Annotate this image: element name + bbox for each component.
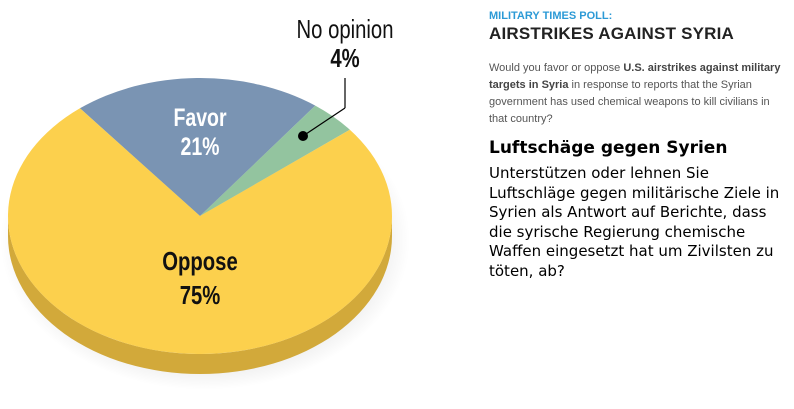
pie-slice-oppose xyxy=(8,108,393,355)
oppose-label: Oppose 75% xyxy=(149,244,250,312)
no-opinion-label: No opinion 4% xyxy=(287,14,404,74)
pie-slice-no-opinion xyxy=(200,105,350,216)
poll-headline: AIRSTRIKES AGAINST SYRIA xyxy=(489,24,735,43)
translation-title: Luftschäge gegen Syrien xyxy=(489,138,728,158)
oppose-value: 75% xyxy=(179,280,221,310)
poll-kicker: MILITARY TIMES POLL: xyxy=(489,10,613,22)
no-opinion-label-text: No opinion xyxy=(296,14,394,44)
no-opinion-leader-line xyxy=(302,107,346,137)
pie-chart xyxy=(0,77,410,390)
question-text: in response to reports that the Syrian g… xyxy=(489,79,770,125)
favor-value: 21% xyxy=(180,133,220,161)
favor-label-text: Favor xyxy=(173,104,227,132)
no-opinion-value: 4% xyxy=(330,43,360,73)
pie-slice-favor xyxy=(79,77,316,216)
favor-label: Favor 21% xyxy=(161,104,239,162)
oppose-label-text: Oppose xyxy=(162,246,238,276)
poll-question: Would you favor or oppose U.S. airstrike… xyxy=(489,60,789,128)
translation-body: Unterstützen oder lehnen Sie Luftschläge… xyxy=(489,164,780,280)
no-opinion-marker xyxy=(298,131,308,141)
question-text: Would you favor or oppose xyxy=(489,62,624,74)
question-bold-text: U.S. airstrikes against military targets… xyxy=(489,62,781,91)
